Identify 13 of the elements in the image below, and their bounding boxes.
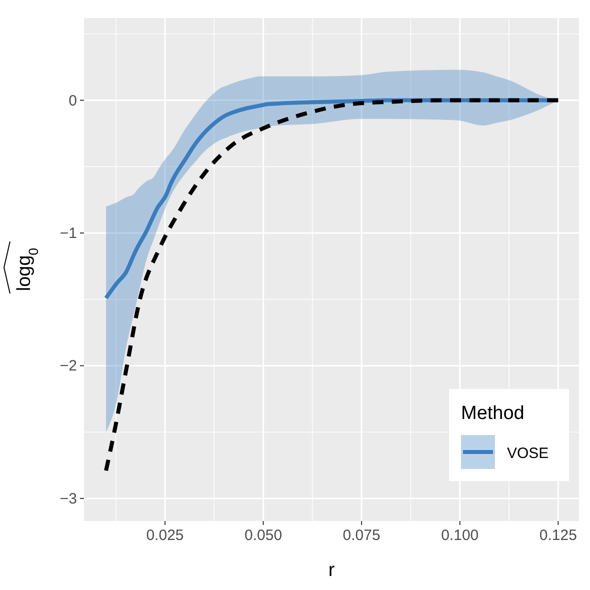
x-tick-label: 0.100 [441,527,479,544]
legend-title: Method [461,403,524,424]
x-axis-title: r [328,560,336,581]
legend-label: VOSE [507,445,549,462]
y-tick-label: −3 [60,490,77,508]
x-tick-label: 0.050 [244,527,282,544]
line-series [104,98,560,473]
x-tick-label: 0.125 [539,527,577,544]
y-tick-label: −1 [60,225,77,242]
x-tick-label: 0.025 [146,527,184,544]
y-tick-label: −2 [60,358,77,375]
x-tick-label: 0.075 [342,527,380,544]
y-tick-label: 0 [68,92,77,110]
